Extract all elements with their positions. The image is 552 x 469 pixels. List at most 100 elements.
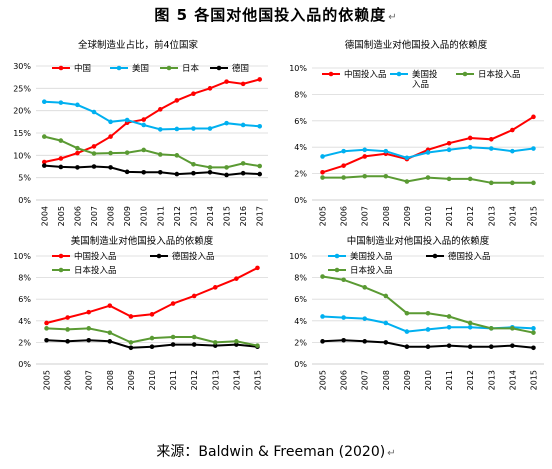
x-tick-label: 2007 <box>361 206 370 226</box>
data-point-us <box>58 100 64 105</box>
data-point-japan <box>510 326 515 331</box>
x-tick-label: 2009 <box>123 206 132 226</box>
y-tick-label: 10% <box>289 64 307 73</box>
data-point-us <box>425 327 431 332</box>
legend-label: 中国投入品 <box>344 69 387 80</box>
data-point-japan <box>207 165 213 170</box>
data-point-germany <box>257 171 263 177</box>
x-tick-label: 2016 <box>239 206 248 226</box>
legend-marker <box>432 253 438 259</box>
legend-label: 入品 <box>412 80 429 90</box>
x-tick-label: 2006 <box>340 206 349 226</box>
data-point-china <box>255 265 260 271</box>
legend-label: 日本投入品 <box>350 265 393 276</box>
data-point-us <box>91 109 97 115</box>
data-point-germany <box>234 342 239 347</box>
y-tick-label: 2% <box>294 170 307 179</box>
data-point-germany <box>107 339 113 344</box>
legend-item-us: 美国 <box>110 63 149 74</box>
legend-item-china: 中国 <box>52 63 91 74</box>
data-point-us <box>257 124 263 129</box>
data-point-japan <box>65 327 70 332</box>
data-point-china <box>320 169 325 175</box>
data-point-japan <box>107 330 113 335</box>
data-point-us <box>240 122 246 128</box>
legend-marker <box>462 71 468 77</box>
x-tick-label: 2013 <box>189 206 198 226</box>
data-point-germany <box>320 339 325 344</box>
x-tick-label: 2013 <box>487 370 496 390</box>
x-tick-label: 2005 <box>319 206 328 226</box>
data-point-china <box>234 276 239 281</box>
data-point-germany <box>510 343 515 348</box>
y-tick-label: 10% <box>13 151 31 160</box>
x-tick-label: 2017 <box>256 206 265 226</box>
legend-marker <box>156 253 162 259</box>
data-point-us <box>425 150 431 155</box>
data-point-japan <box>234 339 239 344</box>
data-point-us <box>467 324 473 330</box>
return-mark: ↵ <box>388 12 398 23</box>
data-point-japan <box>149 335 155 341</box>
x-tick-label: 2010 <box>148 370 157 390</box>
x-tick-label: 2006 <box>64 370 73 390</box>
data-point-us <box>224 120 229 126</box>
figure-title-text: 图 5 各国对他国投入品的依赖度 <box>154 6 387 24</box>
figure-source-text: 来源：Baldwin & Freeman (2020) <box>156 444 386 460</box>
data-point-china <box>446 140 452 146</box>
data-point-japan <box>446 176 452 182</box>
y-tick-label: 4% <box>18 317 31 326</box>
legend-label: 日本 <box>182 63 200 74</box>
x-tick-label: 2014 <box>508 370 517 390</box>
data-point-germany <box>141 170 147 175</box>
y-tick-label: 0% <box>18 360 31 369</box>
legend-item-china: 中国投入品 <box>322 69 387 80</box>
data-point-us <box>341 148 346 154</box>
data-point-china <box>91 144 97 149</box>
data-point-germany <box>240 170 246 176</box>
x-tick-label: 2014 <box>508 206 517 226</box>
y-tick-label: 6% <box>294 117 307 126</box>
data-point-us <box>41 99 47 105</box>
data-point-us <box>108 119 113 125</box>
y-tick-label: 6% <box>294 295 307 304</box>
y-tick-label: 2% <box>18 338 31 347</box>
y-tick-label: 20% <box>13 107 31 116</box>
legend-marker <box>116 65 122 71</box>
y-tick-label: 8% <box>294 90 307 99</box>
data-point-us <box>141 122 147 128</box>
y-tick-label: 8% <box>18 274 31 283</box>
data-point-germany <box>170 342 176 347</box>
data-point-us <box>207 126 213 131</box>
data-point-germany <box>341 337 346 343</box>
data-point-china <box>107 303 113 308</box>
x-tick-label: 2011 <box>445 206 454 226</box>
data-point-japan <box>467 176 473 182</box>
x-tick-label: 2012 <box>173 206 182 226</box>
legend-item-germany: 德国 <box>210 63 249 74</box>
data-point-germany <box>488 344 494 350</box>
data-point-china <box>128 314 134 319</box>
legend-marker <box>334 253 340 259</box>
x-tick-label: 2006 <box>73 206 82 226</box>
data-point-japan <box>404 310 410 316</box>
data-point-germany <box>149 344 155 350</box>
data-point-china <box>531 114 536 120</box>
data-point-germany <box>191 170 196 176</box>
data-point-us <box>174 126 180 132</box>
x-tick-label: 2011 <box>445 370 454 390</box>
data-point-china <box>362 154 368 159</box>
data-point-china <box>141 117 147 122</box>
data-point-japan <box>362 173 368 179</box>
data-point-china <box>174 98 180 103</box>
data-point-japan <box>531 180 536 186</box>
x-tick-label: 2004 <box>40 206 49 226</box>
data-point-us <box>404 329 410 334</box>
data-point-us <box>124 117 130 123</box>
data-point-china <box>240 81 246 87</box>
x-tick-label: 2006 <box>340 370 349 390</box>
data-point-china <box>108 134 113 139</box>
data-point-japan <box>425 310 431 316</box>
data-point-germany <box>91 164 97 169</box>
series-line-germany <box>44 164 260 177</box>
